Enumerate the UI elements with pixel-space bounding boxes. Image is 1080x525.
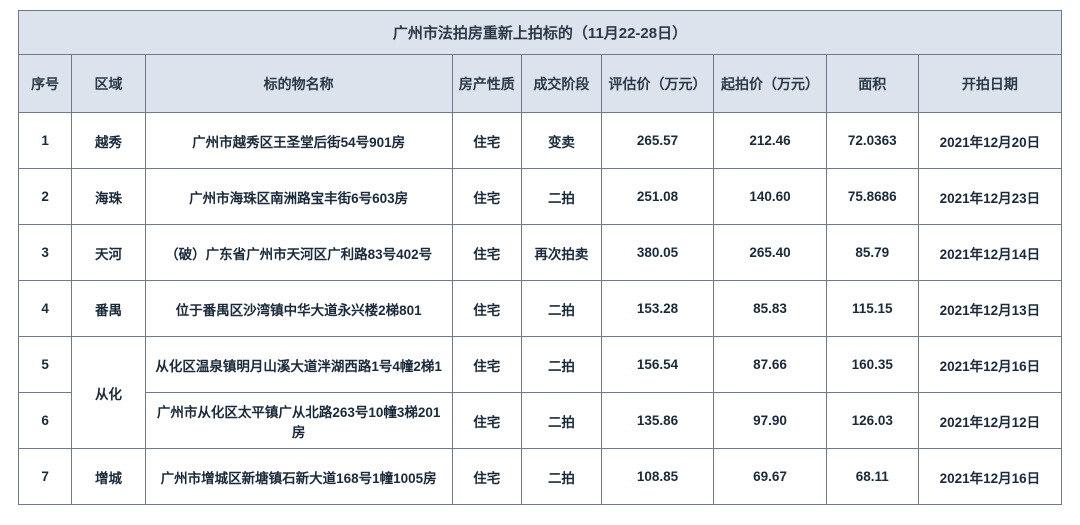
cell-start: 87.66 — [714, 337, 826, 393]
col-header-eval: 评估价（万元） — [601, 55, 713, 113]
table-header-row: 序号 区域 标的物名称 房产性质 成交阶段 评估价（万元） 起拍价（万元） 面积… — [19, 55, 1062, 113]
cell-type: 住宅 — [452, 169, 522, 225]
cell-stage: 二拍 — [522, 393, 602, 449]
col-header-size: 面积 — [826, 55, 918, 113]
auction-table-container: 广州市法拍房重新上拍标的（11月22-28日） 序号 区域 标的物名称 房产性质… — [0, 0, 1080, 515]
cell-seq: 1 — [19, 113, 72, 169]
cell-seq: 2 — [19, 169, 72, 225]
cell-stage: 二拍 — [522, 169, 602, 225]
table-row: 1越秀广州市越秀区王圣堂后街54号901房住宅变卖265.57212.4672.… — [19, 113, 1062, 169]
cell-start: 69.67 — [714, 449, 826, 505]
cell-seq: 3 — [19, 225, 72, 281]
cell-name: 广州市从化区太平镇广从北路263号10幢3梯201房 — [145, 393, 452, 449]
cell-area: 海珠 — [72, 169, 146, 225]
cell-type: 住宅 — [452, 225, 522, 281]
cell-name: 位于番禺区沙湾镇中华大道永兴楼2梯801 — [145, 281, 452, 337]
cell-size: 126.03 — [826, 393, 918, 449]
col-header-name: 标的物名称 — [145, 55, 452, 113]
cell-start: 212.46 — [714, 113, 826, 169]
table-row: 2海珠广州市海珠区南洲路宝丰街6号603房住宅二拍251.08140.6075.… — [19, 169, 1062, 225]
table-row: 3天河（破）广东省广州市天河区广利路83号402号住宅再次拍卖380.05265… — [19, 225, 1062, 281]
table-body: 1越秀广州市越秀区王圣堂后街54号901房住宅变卖265.57212.4672.… — [19, 113, 1062, 505]
cell-eval: 251.08 — [601, 169, 713, 225]
cell-size: 115.15 — [826, 281, 918, 337]
cell-area: 从化 — [72, 337, 146, 449]
cell-start: 140.60 — [714, 169, 826, 225]
cell-type: 住宅 — [452, 393, 522, 449]
cell-date: 2021年12月14日 — [918, 225, 1061, 281]
cell-eval: 108.85 — [601, 449, 713, 505]
cell-date: 2021年12月13日 — [918, 281, 1061, 337]
cell-date: 2021年12月16日 — [918, 449, 1061, 505]
cell-eval: 380.05 — [601, 225, 713, 281]
cell-stage: 变卖 — [522, 113, 602, 169]
cell-eval: 156.54 — [601, 337, 713, 393]
cell-size: 85.79 — [826, 225, 918, 281]
cell-date: 2021年12月20日 — [918, 113, 1061, 169]
cell-start: 85.83 — [714, 281, 826, 337]
auction-table: 广州市法拍房重新上拍标的（11月22-28日） 序号 区域 标的物名称 房产性质… — [18, 10, 1062, 505]
table-row: 5从化从化区温泉镇明月山溪大道泮湖西路1号4幢2梯1住宅二拍156.5487.6… — [19, 337, 1062, 393]
cell-stage: 二拍 — [522, 281, 602, 337]
cell-stage: 二拍 — [522, 337, 602, 393]
cell-type: 住宅 — [452, 449, 522, 505]
cell-area: 番禺 — [72, 281, 146, 337]
cell-name: 广州市增城区新塘镇石新大道168号1幢1005房 — [145, 449, 452, 505]
cell-eval: 153.28 — [601, 281, 713, 337]
cell-area: 越秀 — [72, 113, 146, 169]
cell-type: 住宅 — [452, 281, 522, 337]
cell-size: 72.0363 — [826, 113, 918, 169]
cell-start: 265.40 — [714, 225, 826, 281]
cell-date: 2021年12月16日 — [918, 337, 1061, 393]
cell-stage: 再次拍卖 — [522, 225, 602, 281]
cell-size: 160.35 — [826, 337, 918, 393]
cell-date: 2021年12月23日 — [918, 169, 1061, 225]
col-header-stage: 成交阶段 — [522, 55, 602, 113]
table-row: 7增城广州市增城区新塘镇石新大道168号1幢1005房住宅二拍108.8569.… — [19, 449, 1062, 505]
cell-start: 97.90 — [714, 393, 826, 449]
col-header-date: 开拍日期 — [918, 55, 1061, 113]
cell-type: 住宅 — [452, 337, 522, 393]
table-row: 6 广州市从化区太平镇广从北路263号10幢3梯201房住宅二拍135.8697.… — [19, 393, 1062, 449]
col-header-start: 起拍价（万元） — [714, 55, 826, 113]
table-title-row: 广州市法拍房重新上拍标的（11月22-28日） — [19, 11, 1062, 55]
cell-size: 68.11 — [826, 449, 918, 505]
cell-seq: 6 — [19, 393, 72, 449]
col-header-seq: 序号 — [19, 55, 72, 113]
cell-seq: 7 — [19, 449, 72, 505]
cell-seq: 4 — [19, 281, 72, 337]
cell-type: 住宅 — [452, 113, 522, 169]
cell-date: 2021年12月12日 — [918, 393, 1061, 449]
cell-size: 75.8686 — [826, 169, 918, 225]
cell-name: 广州市越秀区王圣堂后街54号901房 — [145, 113, 452, 169]
cell-eval: 265.57 — [601, 113, 713, 169]
table-title: 广州市法拍房重新上拍标的（11月22-28日） — [19, 11, 1062, 55]
cell-name: 广州市海珠区南洲路宝丰街6号603房 — [145, 169, 452, 225]
cell-eval: 135.86 — [601, 393, 713, 449]
cell-name: （破）广东省广州市天河区广利路83号402号 — [145, 225, 452, 281]
cell-area: 增城 — [72, 449, 146, 505]
col-header-type: 房产性质 — [452, 55, 522, 113]
cell-seq: 5 — [19, 337, 72, 393]
table-row: 4番禺位于番禺区沙湾镇中华大道永兴楼2梯801住宅二拍153.2885.8311… — [19, 281, 1062, 337]
cell-stage: 二拍 — [522, 449, 602, 505]
cell-area: 天河 — [72, 225, 146, 281]
col-header-area: 区域 — [72, 55, 146, 113]
cell-name: 从化区温泉镇明月山溪大道泮湖西路1号4幢2梯1 — [145, 337, 452, 393]
